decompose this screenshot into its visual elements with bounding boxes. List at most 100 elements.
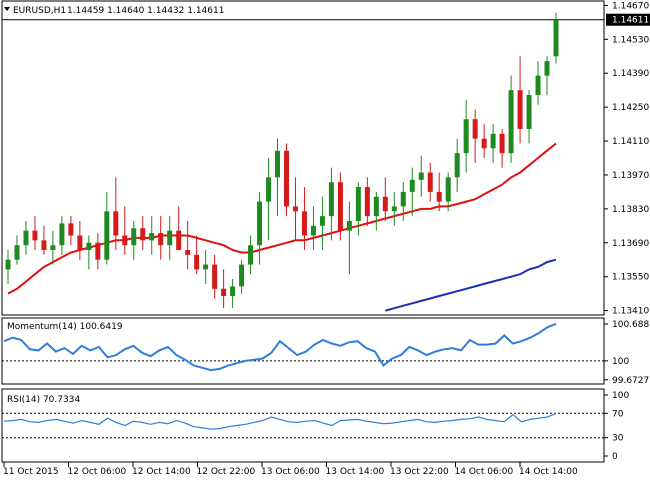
price-axis-label: 1.13970 — [612, 171, 649, 181]
candle-body — [59, 223, 65, 246]
candle-body — [355, 187, 361, 221]
candle-body — [113, 211, 119, 236]
rsi-axis-label: 70 — [612, 409, 624, 419]
candle-body — [346, 220, 352, 231]
candle-body — [68, 223, 74, 236]
candle-body — [41, 240, 47, 251]
candle-body — [14, 245, 20, 260]
price-axis-label: 1.13550 — [612, 273, 649, 283]
rsi-title: RSI(14) 70.7334 — [7, 395, 80, 405]
price-axis-label: 1.14250 — [612, 103, 649, 113]
candle-body — [104, 211, 110, 260]
momentum-line — [3, 322, 557, 372]
momentum-title: Momentum(14) 100.6419 — [7, 322, 123, 332]
candle-body — [266, 177, 272, 202]
candle-body — [472, 119, 478, 139]
candle-body — [292, 206, 298, 212]
candle-body — [283, 150, 289, 207]
symbol-label: EURUSD,H1 — [13, 6, 66, 16]
momentum-axis-label: 99.6727 — [612, 376, 649, 386]
price-axis-label: 1.13410 — [612, 307, 649, 317]
rsi-axis-label: 0 — [612, 452, 618, 462]
candle-body — [328, 182, 334, 217]
candle-body — [167, 230, 173, 246]
price-axis-label: 1.14390 — [612, 69, 649, 79]
candle-body — [257, 201, 263, 246]
time-axis-label: 14 Oct 06:00 — [455, 467, 514, 477]
triangle-down-icon[interactable] — [4, 7, 10, 11]
candle-body — [418, 172, 424, 180]
rsi-line — [3, 412, 557, 430]
candle-body — [77, 235, 83, 251]
candle-body — [463, 119, 469, 154]
pane-border-1 — [1, 0, 605, 316]
candlestick-series — [5, 12, 559, 309]
moving-average-slow-line — [385, 258, 557, 312]
price-axis-label: 1.14670 — [612, 1, 649, 11]
candle-body — [23, 230, 29, 246]
candle-body — [239, 264, 245, 287]
price-axis-label: 1.14110 — [612, 137, 649, 147]
candle-body — [5, 259, 11, 270]
candle-body — [86, 242, 92, 251]
candle-body — [50, 245, 56, 251]
ohlc-values: 1.14459 1.14640 1.14432 1.14611 — [67, 6, 224, 16]
candle-body — [544, 61, 550, 76]
candle-body — [427, 172, 433, 192]
candle-body — [364, 187, 370, 217]
candle-body — [32, 230, 38, 241]
current-price-label: 1.14611 — [612, 16, 649, 26]
candle-body — [517, 90, 523, 129]
candle-body — [454, 153, 460, 178]
candle-body — [409, 179, 415, 192]
candle-body — [445, 177, 451, 202]
price-axis-label: 1.13830 — [612, 205, 649, 215]
moving-average-fast-line — [7, 142, 557, 295]
candle-body — [122, 235, 128, 246]
candle-body — [203, 264, 209, 270]
candle-body — [400, 191, 406, 207]
time-axis-label: 13 Oct 14:00 — [326, 467, 385, 477]
candle-body — [230, 286, 236, 297]
candle-body — [140, 228, 146, 241]
candle-body — [553, 19, 559, 57]
candle-body — [131, 228, 137, 246]
candle-body — [337, 182, 343, 231]
time-axis-label: 14 Oct 14:00 — [519, 467, 578, 477]
candle-body — [436, 191, 442, 202]
candle-body — [310, 225, 316, 236]
candle-body — [221, 288, 227, 297]
candle-body — [275, 150, 281, 178]
time-axis-label: 12 Oct 06:00 — [68, 467, 127, 477]
time-axis-label: 12 Oct 22:00 — [197, 467, 256, 477]
candle-body — [185, 250, 191, 255]
candle-body — [499, 133, 505, 154]
candle-body — [158, 233, 164, 246]
candle-body — [481, 138, 487, 149]
candle-body — [248, 245, 254, 265]
price-axis-label: 1.14530 — [612, 35, 649, 45]
candle-body — [95, 242, 101, 260]
candle-body — [301, 211, 307, 236]
candle-body — [490, 133, 496, 149]
momentum-axis-label: 100 — [612, 357, 629, 367]
candle-body — [382, 196, 388, 212]
price-axis-label: 1.13690 — [612, 239, 649, 249]
candle-body — [526, 95, 532, 129]
candle-body — [319, 216, 325, 226]
time-axis-label: 12 Oct 14:00 — [132, 467, 191, 477]
candle-body — [212, 264, 218, 289]
candle-body — [508, 90, 514, 154]
time-axis-label: 13 Oct 06:00 — [261, 467, 320, 477]
pane-border-3 — [1, 388, 605, 463]
candle-body — [535, 75, 541, 96]
time-axis-label: 13 Oct 22:00 — [390, 467, 449, 477]
time-axis-label: 11 Oct 2015 — [3, 467, 59, 477]
candle-body — [391, 206, 397, 212]
current-price-tag — [606, 13, 650, 26]
pane-border-2 — [1, 317, 605, 385]
candle-body — [373, 196, 379, 217]
